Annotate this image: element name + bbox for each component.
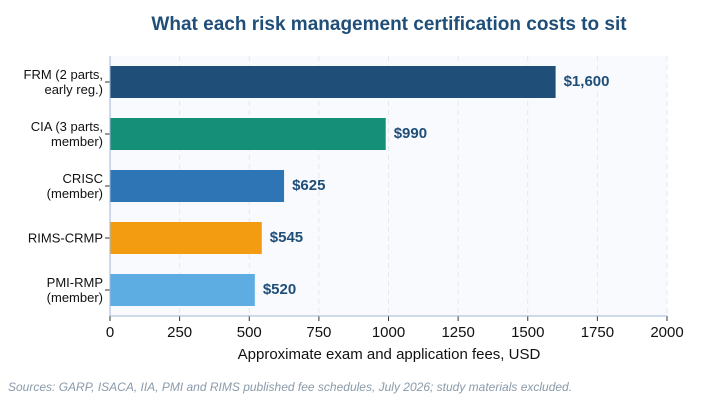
y-tick-label: CRISC (member) (46, 171, 103, 201)
chart-title: What each risk management certification … (151, 14, 627, 35)
y-tick-label: RIMS-CRMP (27, 230, 103, 246)
x-tick-label: 500 (237, 324, 262, 341)
bar (110, 66, 556, 98)
bar (110, 222, 262, 254)
x-axis-label: Approximate exam and application fees, U… (238, 346, 541, 363)
bar (110, 118, 386, 150)
x-tick-label: 2000 (650, 324, 683, 341)
value-label: $990 (394, 125, 427, 142)
bar (110, 274, 255, 306)
y-tick-label: FRM (2 parts, early reg.) (23, 67, 103, 97)
x-tick-label: 1250 (441, 324, 474, 341)
value-label: $1,600 (564, 73, 610, 90)
y-tick-label: CIA (3 parts, member) (30, 119, 103, 149)
x-tick-label: 0 (106, 324, 114, 341)
x-tick-label: 1000 (372, 324, 405, 341)
y-tick-label: PMI-RMP (member) (46, 275, 103, 305)
x-tick-label: 750 (306, 324, 331, 341)
value-label: $625 (292, 177, 325, 194)
value-label: $545 (270, 229, 303, 246)
source-note: Sources: GARP, ISACA, IIA, PMI and RIMS … (8, 380, 572, 394)
x-tick-label: 1500 (511, 324, 544, 341)
value-label: $520 (263, 281, 296, 298)
x-tick-label: 1750 (581, 324, 614, 341)
x-tick-label: 250 (167, 324, 192, 341)
bar (110, 170, 285, 202)
